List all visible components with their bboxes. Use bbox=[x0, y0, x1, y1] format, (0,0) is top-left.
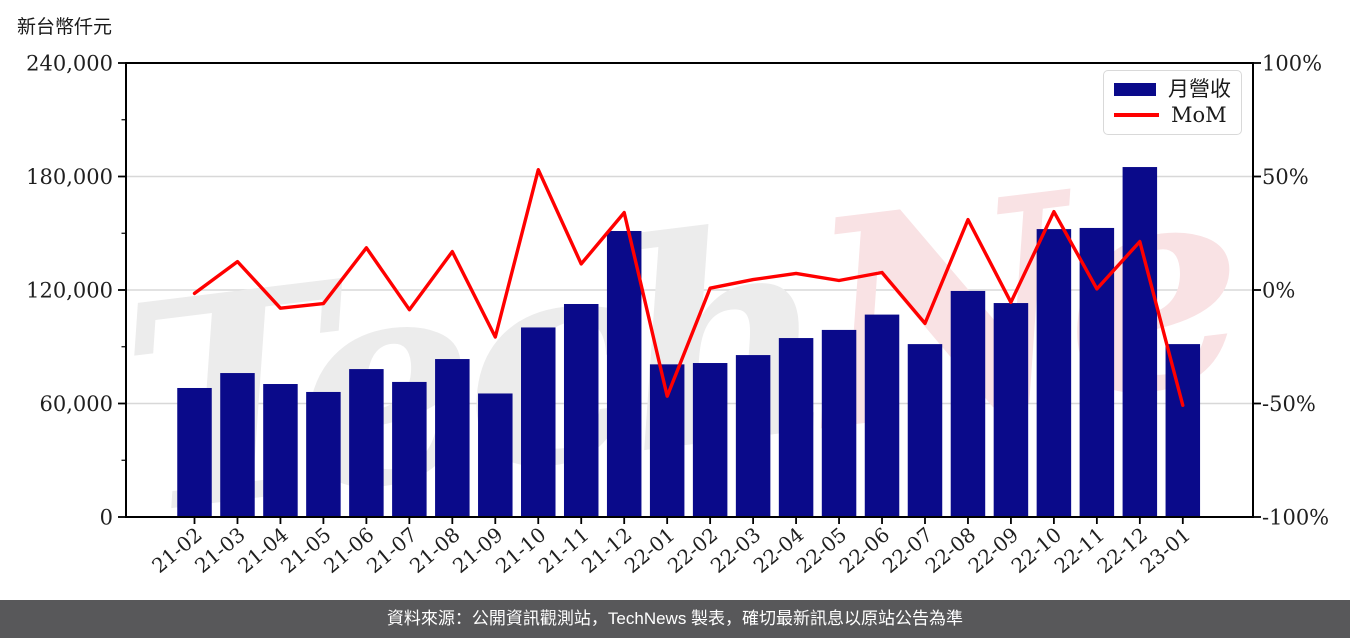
revenue-bar bbox=[478, 393, 513, 517]
revenue-bar bbox=[263, 384, 298, 517]
source-footer-text: 資料來源：公開資訊觀測站，TechNews 製表，確切最新訊息以原站公告為準 bbox=[386, 609, 964, 628]
x-tick-label: 23-01 bbox=[1135, 522, 1195, 577]
left-tick-label: 60,000 bbox=[40, 392, 113, 416]
left-tick-label: 0 bbox=[100, 506, 113, 530]
legend-mom-row: MoM bbox=[1114, 102, 1231, 127]
axis-ticks bbox=[118, 62, 1261, 524]
revenue-bar bbox=[606, 230, 642, 518]
revenue-bar bbox=[1036, 229, 1072, 518]
revenue-bar bbox=[1122, 167, 1158, 517]
revenue-bar bbox=[993, 303, 1029, 517]
revenue-bar bbox=[907, 344, 943, 517]
left-tick-label: 180,000 bbox=[26, 165, 113, 189]
legend-revenue-row: 月營收 bbox=[1114, 79, 1231, 100]
revenue-bar bbox=[521, 327, 556, 517]
legend-mom-label: MoM bbox=[1171, 102, 1227, 127]
revenue-bars bbox=[177, 167, 1201, 518]
source-footer: 資料來源：公開資訊觀測站，TechNews 製表，確切最新訊息以原站公告為準 bbox=[0, 600, 1350, 638]
right-tick-label: -50% bbox=[1262, 392, 1316, 416]
left-tick-label: 240,000 bbox=[26, 52, 113, 76]
revenue-bar bbox=[864, 314, 900, 517]
right-tick-label: 50% bbox=[1262, 165, 1309, 189]
revenue-bar bbox=[821, 329, 857, 517]
legend-revenue-label: 月營收 bbox=[1168, 77, 1231, 102]
revenue-bar bbox=[778, 338, 814, 517]
revenue-bar bbox=[950, 290, 986, 517]
legend: 月營收 MoM bbox=[1103, 70, 1242, 135]
left-tick-label: 120,000 bbox=[26, 279, 113, 303]
revenue-bar bbox=[349, 369, 384, 517]
revenue-bar bbox=[392, 381, 427, 517]
revenue-bar bbox=[735, 355, 771, 517]
revenue-bar bbox=[563, 303, 599, 517]
right-tick-label: 0% bbox=[1262, 279, 1295, 303]
revenue-bar bbox=[435, 359, 470, 517]
legend-line-swatch bbox=[1114, 113, 1159, 118]
revenue-bar bbox=[649, 364, 685, 517]
right-tick-label: 100% bbox=[1262, 52, 1322, 76]
y-axis-unit-label: 新台幣仟元 bbox=[17, 16, 113, 38]
revenue-bar bbox=[692, 363, 728, 517]
revenue-bar bbox=[306, 391, 341, 517]
revenue-bar bbox=[220, 373, 255, 517]
revenue-bar bbox=[1165, 344, 1201, 517]
legend-bar-swatch bbox=[1114, 83, 1156, 97]
revenue-bar bbox=[177, 387, 212, 517]
right-tick-label: -100% bbox=[1262, 506, 1329, 530]
revenue-bar bbox=[1079, 227, 1115, 517]
mom-line bbox=[192, 167, 1185, 407]
